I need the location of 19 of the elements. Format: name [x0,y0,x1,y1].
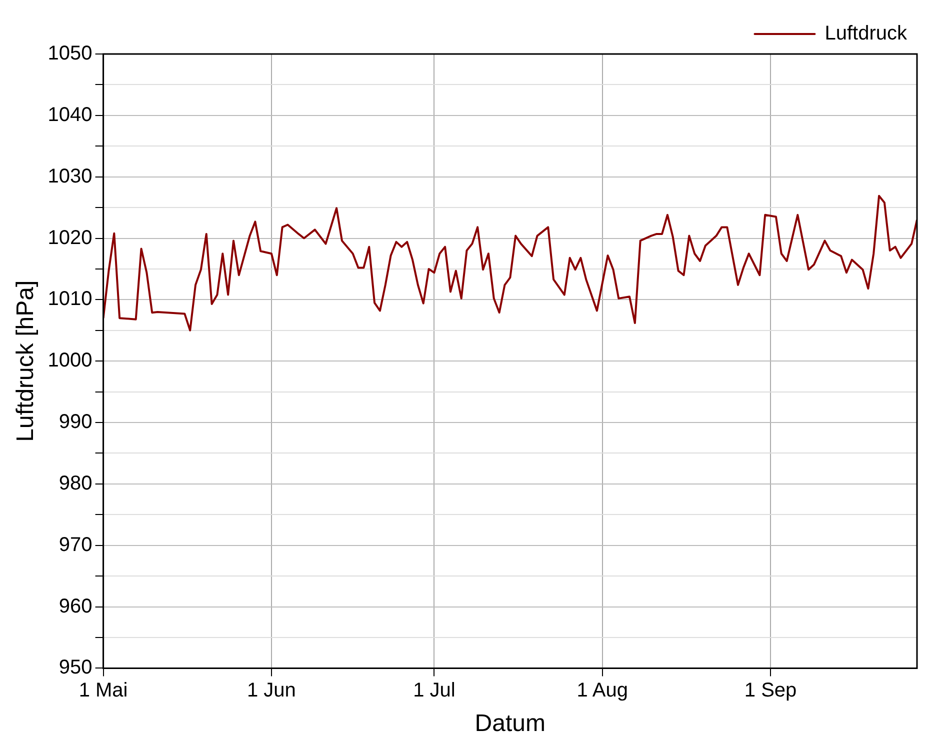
x-axis-title: Datum [474,710,546,738]
x-tick-label: 1 Jun [246,680,296,702]
y-tick-label: 1010 [48,288,92,310]
y-tick-label: 980 [58,472,92,494]
y-tick-label: 970 [58,534,92,556]
y-tick-label: 1050 [48,42,92,65]
y-tick-label: 1030 [48,165,92,188]
y-tick-label: 1020 [48,226,92,249]
x-tick-label: 1 Mai [78,680,128,702]
x-tick-label: 1 Sep [744,680,797,702]
y-tick-label: 1000 [48,350,92,372]
y-tick-label: 960 [58,595,92,618]
y-axis-title: Luftdruck [hPa] [12,280,40,442]
y-tick-label: 990 [58,411,92,434]
y-tick-label: 1040 [48,104,92,126]
x-tick-label: 1 Aug [576,680,628,702]
y-tick-label: 950 [58,656,92,679]
legend-label: Luftdruck [824,22,908,45]
x-tick-label: 1 Jul [413,680,456,702]
